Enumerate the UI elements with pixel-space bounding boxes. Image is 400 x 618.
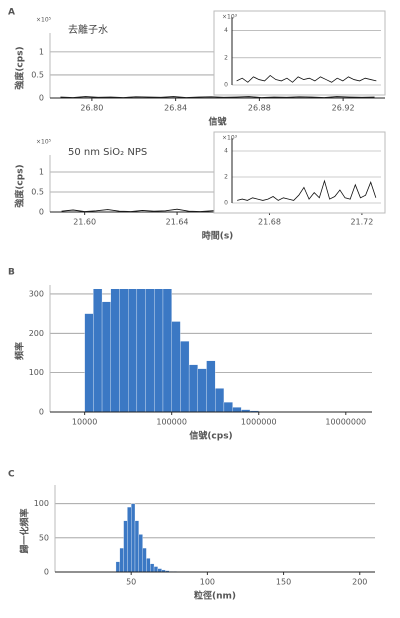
bar	[188, 364, 198, 412]
x-tick-label: 1000000	[241, 418, 277, 427]
x-axis-label: 信號	[208, 116, 226, 128]
bar	[223, 402, 233, 412]
bar	[138, 534, 143, 572]
x-tick-label: 26.84	[164, 104, 187, 113]
bar	[119, 289, 129, 412]
inset-line	[237, 179, 377, 201]
bar	[93, 289, 103, 412]
y-axis-label: 強度(cps)	[14, 164, 26, 207]
panel-letter: A	[8, 8, 15, 18]
y-unit: ×10⁵	[36, 17, 52, 24]
y-tick-label: 0.5	[31, 70, 44, 79]
inset-y-tick-label: 0	[224, 200, 228, 207]
bar	[153, 566, 159, 572]
plot-area	[84, 289, 268, 412]
bar	[232, 407, 242, 412]
x-tick-label: 100000	[156, 418, 187, 427]
chart-title: 50 nm SiO₂ NPS	[68, 147, 147, 158]
x-tick-label: 10000	[72, 418, 97, 427]
inset-plot	[236, 74, 377, 83]
inset-y-tick-label: 2	[224, 174, 228, 181]
x-tick-label: 26.92	[332, 104, 355, 113]
panel-letter: C	[8, 470, 15, 480]
panel-letter: B	[8, 268, 15, 278]
inset-frame	[213, 131, 386, 214]
line	[60, 96, 375, 98]
x-tick-label: 21.60	[73, 218, 96, 227]
bar	[84, 313, 94, 412]
bar	[206, 360, 216, 412]
bar	[150, 563, 155, 572]
bar	[180, 341, 190, 412]
inset-y-tick-label: 4	[224, 148, 228, 155]
bar	[154, 289, 164, 412]
chart-title: 去離子水	[68, 23, 108, 36]
x-axis-label: 粒徑(nm)	[194, 590, 236, 602]
x-axis-label: 信號(cps)	[189, 430, 232, 442]
bar	[119, 547, 124, 572]
bar	[197, 368, 207, 412]
x-tick-label: 21.64	[166, 218, 189, 227]
bar	[128, 289, 138, 412]
inset-y-unit: ×10³	[222, 135, 238, 142]
bar	[249, 410, 259, 412]
bar	[146, 558, 151, 572]
bar	[162, 289, 172, 412]
bar	[115, 561, 120, 572]
y-tick-label: 0	[44, 568, 49, 577]
y-tick-label: 0	[39, 408, 44, 417]
plot-area	[60, 96, 375, 98]
x-tick-label: 21.72	[350, 218, 373, 227]
bar	[157, 568, 162, 572]
inset-line	[236, 74, 377, 83]
inset-y-tick-label: 4	[224, 27, 228, 34]
x-tick-label: 10000000	[325, 418, 366, 427]
y-tick-label: 100	[34, 499, 49, 508]
x-tick-label: 26.80	[80, 104, 103, 113]
inset-plot	[237, 179, 377, 201]
x-tick-label: 50	[126, 578, 136, 587]
y-axis-label: 強度(cps)	[14, 46, 26, 89]
y-tick-label: 200	[29, 329, 44, 338]
inset-y-tick-label: 2	[224, 54, 228, 61]
y-tick-label: 0	[39, 208, 44, 217]
bar	[171, 321, 181, 412]
x-tick-label: 100	[200, 578, 215, 587]
y-tick-label: 300	[29, 289, 44, 298]
y-axis-label: 歸一化頻率	[19, 508, 31, 553]
inset-frame	[213, 10, 386, 96]
bar	[145, 289, 155, 412]
inset-y-unit: ×10³	[222, 14, 238, 21]
bar	[131, 503, 136, 572]
bar	[110, 289, 120, 412]
x-tick-label: 21.68	[258, 218, 281, 227]
y-axis-label: 頻率	[14, 342, 26, 360]
bar	[136, 289, 146, 412]
bar	[101, 301, 111, 412]
y-tick-label: 0.5	[31, 188, 44, 197]
y-tick-label: 0	[39, 94, 44, 103]
y-tick-label: 100	[29, 368, 44, 377]
y-tick-label: 1	[39, 47, 44, 56]
y-tick-label: 50	[39, 533, 49, 542]
inset-y-tick-label: 0	[224, 82, 228, 89]
x-tick-label: 200	[352, 578, 367, 587]
y-unit: ×10⁵	[36, 139, 52, 146]
bar	[215, 388, 225, 412]
bar	[123, 520, 128, 572]
x-axis-label: 時間(s)	[202, 230, 234, 242]
bar	[127, 506, 132, 572]
y-tick-label: 1	[39, 168, 44, 177]
x-tick-label: 26.88	[248, 104, 271, 113]
bar	[142, 547, 147, 572]
x-tick-label: 150	[276, 578, 291, 587]
bar	[134, 520, 139, 572]
